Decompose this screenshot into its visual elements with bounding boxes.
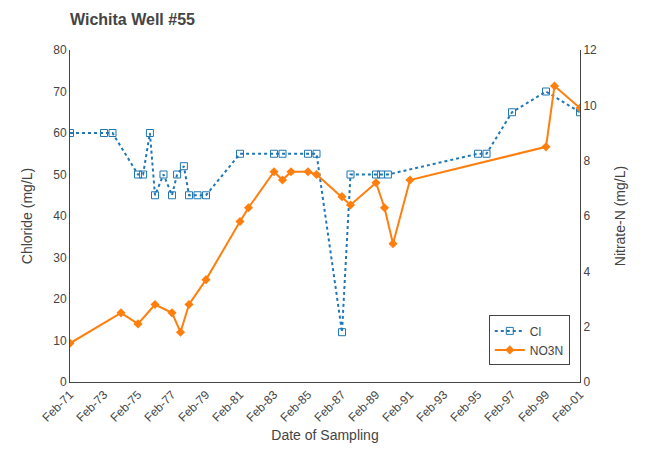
svg-text:60: 60 <box>53 126 67 140</box>
svg-text:70: 70 <box>53 85 67 99</box>
svg-text:Feb-85: Feb-85 <box>278 388 315 425</box>
svg-text:Feb-87: Feb-87 <box>312 388 349 425</box>
svg-text:Feb-01: Feb-01 <box>550 388 587 425</box>
svg-text:30: 30 <box>53 251 67 265</box>
svg-text:0: 0 <box>583 375 590 389</box>
svg-text:Feb-77: Feb-77 <box>142 388 179 425</box>
svg-text:50: 50 <box>53 168 67 182</box>
svg-text:Cl: Cl <box>530 325 541 339</box>
svg-text:Feb-73: Feb-73 <box>74 388 111 425</box>
svg-text:Feb-89: Feb-89 <box>346 388 383 425</box>
svg-text:20: 20 <box>53 292 67 306</box>
svg-text:Feb-99: Feb-99 <box>516 388 553 425</box>
svg-text:80: 80 <box>53 43 67 57</box>
svg-text:8: 8 <box>583 154 590 168</box>
svg-text:Feb-97: Feb-97 <box>482 388 519 425</box>
svg-text:40: 40 <box>53 209 67 223</box>
svg-text:Feb-81: Feb-81 <box>210 388 247 425</box>
svg-text:0: 0 <box>60 375 67 389</box>
svg-text:Feb-83: Feb-83 <box>244 388 281 425</box>
svg-text:Feb-95: Feb-95 <box>448 388 485 425</box>
svg-text:NO3N: NO3N <box>530 344 563 358</box>
svg-text:Feb-71: Feb-71 <box>40 388 77 425</box>
svg-text:Date of Sampling: Date of Sampling <box>271 427 378 443</box>
svg-text:4: 4 <box>583 265 590 279</box>
svg-text:Feb-75: Feb-75 <box>108 388 145 425</box>
svg-text:10: 10 <box>53 334 67 348</box>
svg-text:6: 6 <box>583 209 590 223</box>
svg-text:Chloride (mg/L): Chloride (mg/L) <box>19 168 35 264</box>
svg-text:Nitrate-N (mg/L): Nitrate-N (mg/L) <box>612 166 628 266</box>
svg-text:12: 12 <box>583 43 597 57</box>
svg-text:10: 10 <box>583 99 597 113</box>
svg-text:2: 2 <box>583 320 590 334</box>
svg-text:Feb-93: Feb-93 <box>414 388 451 425</box>
svg-text:Feb-91: Feb-91 <box>380 388 417 425</box>
svg-text:Feb-79: Feb-79 <box>176 388 213 425</box>
svg-text:Wichita Well #55: Wichita Well #55 <box>70 11 195 28</box>
